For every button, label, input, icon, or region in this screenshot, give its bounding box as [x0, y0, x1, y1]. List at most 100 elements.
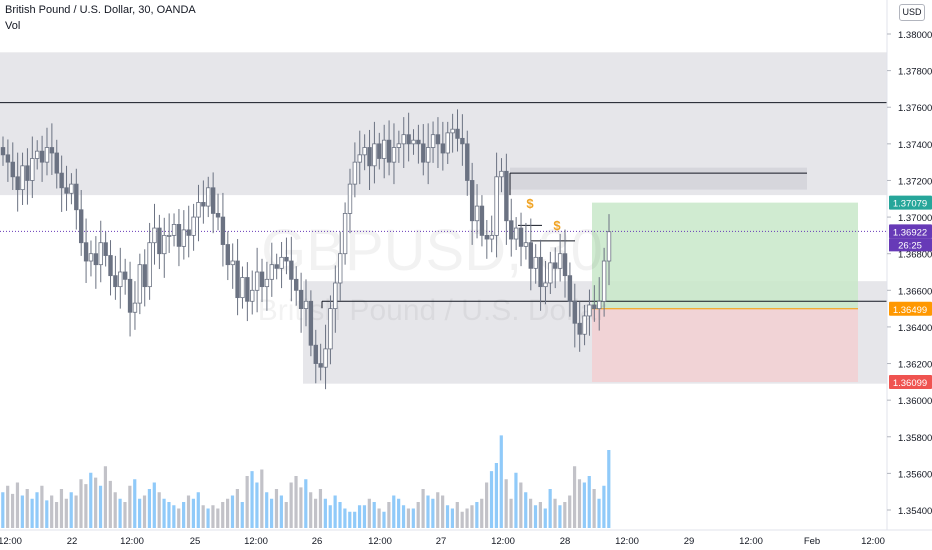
volume-bar	[406, 508, 411, 528]
candle-body	[254, 271, 260, 291]
candle-body	[328, 308, 333, 350]
candle-body	[562, 253, 568, 277]
candle-body	[333, 282, 338, 310]
volume-bar	[533, 505, 538, 528]
candle-body	[88, 253, 94, 262]
price-tick-label: 1.37600	[898, 103, 932, 114]
price-tick-label: 1.35400	[898, 506, 932, 517]
candle-body	[264, 278, 270, 288]
volume-bar	[30, 498, 34, 528]
candle-body	[49, 147, 55, 154]
volume-bar	[519, 482, 523, 528]
candle-body	[176, 223, 182, 247]
volume-bar	[265, 492, 269, 528]
candle-body	[484, 234, 490, 240]
volume-bar	[216, 508, 220, 528]
volume-bar	[147, 489, 152, 528]
candle-body	[391, 147, 397, 163]
candle-body	[460, 137, 465, 145]
volume-bar	[245, 476, 249, 528]
time-tick-label: 12:00	[368, 536, 392, 547]
volume-bar	[582, 482, 586, 528]
volume-bar	[309, 492, 313, 528]
candle-body	[504, 170, 509, 222]
candle-body	[445, 132, 450, 154]
time-tick-label: 22	[67, 536, 78, 547]
candle-body	[127, 278, 133, 313]
volume-bar	[460, 511, 464, 528]
time-tick-label: 27	[436, 536, 447, 547]
candle-body	[93, 253, 99, 266]
volume-bar	[133, 479, 137, 528]
stop-price-tag	[889, 375, 932, 390]
volume-bar	[401, 505, 406, 528]
candle-body	[425, 147, 431, 163]
current-price-label: 1.36922	[893, 227, 927, 238]
volume-bar	[260, 469, 264, 528]
time-tick-label: 12:00	[0, 536, 22, 547]
price-tick-label: 1.36600	[898, 286, 932, 297]
candle-body	[528, 242, 534, 269]
candle-body	[157, 227, 162, 255]
candle-body	[489, 234, 494, 240]
price-tick-label: 1.36400	[898, 323, 932, 334]
candle-body	[538, 256, 543, 288]
volume-bar	[182, 502, 186, 528]
candle-body	[289, 260, 294, 280]
volume-bar	[84, 484, 88, 528]
candle-body	[518, 227, 524, 247]
candle-body	[186, 229, 191, 236]
volume-bar	[108, 480, 112, 528]
volume-bar	[465, 508, 469, 528]
candle-body	[215, 213, 221, 218]
volume-bar	[592, 489, 596, 528]
volume-bar	[25, 489, 29, 528]
mini-zone	[510, 167, 807, 190]
candle-body	[274, 264, 279, 269]
candle-body	[377, 143, 382, 159]
volume-bar	[196, 492, 200, 528]
candle-body	[201, 202, 206, 207]
candle-body	[20, 165, 25, 191]
volume-bar	[250, 471, 254, 528]
candle-body	[606, 231, 612, 262]
volume-bar	[587, 476, 591, 528]
candle-body	[225, 244, 231, 266]
candle-body	[386, 139, 392, 163]
candle-body	[162, 234, 167, 255]
volume-bar	[450, 508, 455, 528]
volume-bar	[387, 502, 391, 528]
volume-bar	[240, 502, 244, 528]
candle-body	[35, 150, 40, 159]
volume-bar	[577, 479, 582, 528]
candle-body	[435, 134, 441, 145]
candle-body	[572, 300, 577, 324]
volume-bar	[489, 471, 494, 528]
entry-price-label: 1.36499	[893, 305, 927, 316]
candle-body	[303, 300, 309, 310]
candle-body	[323, 348, 328, 368]
price-tick-label: 1.37800	[898, 67, 932, 78]
candle-body	[59, 172, 64, 189]
candle-body	[259, 271, 265, 288]
candle-body	[318, 363, 323, 368]
price-tick-label: 1.36000	[898, 396, 932, 407]
candle-body	[494, 176, 499, 236]
candle-body	[421, 143, 426, 163]
volume-bar	[289, 482, 293, 528]
volume-bar	[421, 489, 425, 528]
candle-body	[362, 147, 367, 156]
candle-body	[39, 150, 45, 163]
candle-body	[577, 322, 582, 335]
volume-bar	[480, 498, 484, 528]
volume-bar	[426, 495, 430, 528]
candle-body	[509, 220, 514, 240]
volume-bar	[211, 505, 215, 528]
time-axis	[0, 530, 932, 550]
candle-body	[416, 139, 421, 145]
candle-body	[284, 256, 289, 262]
price-tick-label: 1.35800	[898, 433, 932, 444]
currency-button[interactable]: USD	[899, 4, 925, 21]
